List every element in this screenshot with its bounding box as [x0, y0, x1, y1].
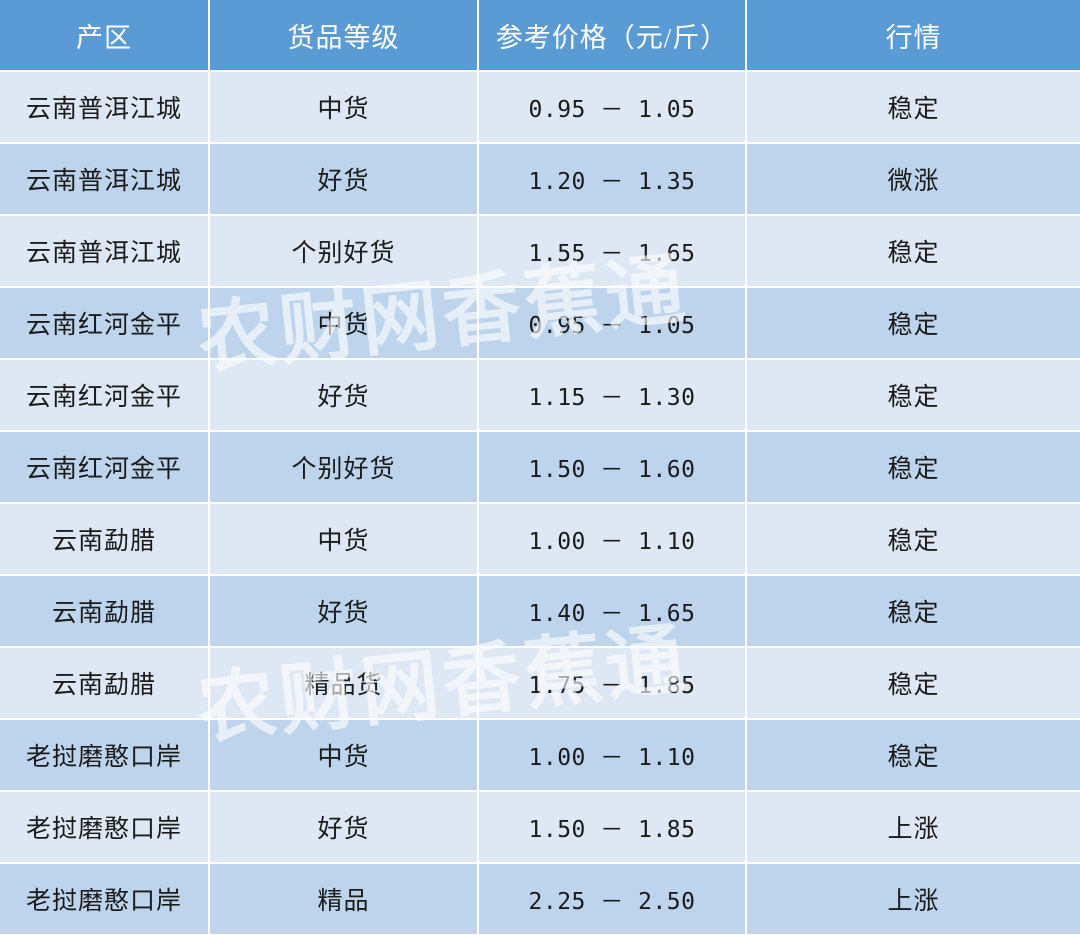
cell-region: 老挝磨憨口岸 [0, 719, 210, 792]
cell-grade: 中货 [209, 503, 479, 576]
table-row: 老挝磨憨口岸 好货 1.50 － 1.85 上涨 [0, 791, 1080, 864]
cell-grade: 中货 [209, 287, 479, 360]
cell-price: 1.00 － 1.10 [478, 503, 747, 576]
cell-grade: 好货 [209, 359, 479, 432]
cell-trend: 稳定 [746, 647, 1080, 720]
cell-region: 云南红河金平 [0, 287, 210, 360]
cell-trend: 上涨 [746, 791, 1080, 864]
cell-trend: 稳定 [746, 503, 1080, 576]
cell-region: 云南红河金平 [0, 431, 210, 504]
cell-trend: 稳定 [746, 359, 1080, 432]
table-row: 云南勐腊 精品货 1.75 － 1.85 稳定 [0, 647, 1080, 720]
cell-grade: 好货 [209, 575, 479, 648]
table-header-row: 产区 货品等级 参考价格（元/斤） 行情 [0, 0, 1080, 72]
table-row: 云南红河金平 个别好货 1.50 － 1.60 稳定 [0, 431, 1080, 504]
column-header-region: 产区 [0, 0, 210, 72]
cell-trend: 稳定 [746, 287, 1080, 360]
table-body: 云南普洱江城 中货 0.95 － 1.05 稳定 云南普洱江城 好货 1.20 … [0, 71, 1080, 935]
table-header: 产区 货品等级 参考价格（元/斤） 行情 [0, 0, 1080, 72]
cell-trend: 上涨 [746, 863, 1080, 935]
cell-price: 1.20 － 1.35 [478, 143, 747, 216]
cell-price: 0.95 － 1.05 [478, 287, 747, 360]
cell-region: 云南勐腊 [0, 575, 210, 648]
cell-price: 1.00 － 1.10 [478, 719, 747, 792]
cell-price: 1.40 － 1.65 [478, 575, 747, 648]
column-header-price: 参考价格（元/斤） [478, 0, 747, 72]
cell-price: 1.75 － 1.85 [478, 647, 747, 720]
cell-region: 老挝磨憨口岸 [0, 791, 210, 864]
table-row: 云南普洱江城 中货 0.95 － 1.05 稳定 [0, 71, 1080, 144]
table-row: 云南普洱江城 好货 1.20 － 1.35 微涨 [0, 143, 1080, 216]
table-row: 云南勐腊 中货 1.00 － 1.10 稳定 [0, 503, 1080, 576]
cell-price: 1.50 － 1.60 [478, 431, 747, 504]
cell-trend: 稳定 [746, 215, 1080, 288]
cell-trend: 微涨 [746, 143, 1080, 216]
cell-trend: 稳定 [746, 431, 1080, 504]
column-header-grade: 货品等级 [209, 0, 479, 72]
cell-price: 1.50 － 1.85 [478, 791, 747, 864]
cell-grade: 中货 [209, 719, 479, 792]
table-row: 云南红河金平 中货 0.95 － 1.05 稳定 [0, 287, 1080, 360]
cell-region: 云南勐腊 [0, 503, 210, 576]
cell-grade: 精品货 [209, 647, 479, 720]
table-row: 老挝磨憨口岸 精品 2.25 － 2.50 上涨 [0, 863, 1080, 935]
cell-price: 0.95 － 1.05 [478, 71, 747, 144]
cell-grade: 好货 [209, 143, 479, 216]
cell-region: 云南普洱江城 [0, 215, 210, 288]
cell-grade: 好货 [209, 791, 479, 864]
cell-grade: 个别好货 [209, 215, 479, 288]
cell-grade: 个别好货 [209, 431, 479, 504]
cell-trend: 稳定 [746, 71, 1080, 144]
cell-region: 云南红河金平 [0, 359, 210, 432]
cell-trend: 稳定 [746, 575, 1080, 648]
cell-region: 云南普洱江城 [0, 71, 210, 144]
cell-trend: 稳定 [746, 719, 1080, 792]
table-row: 老挝磨憨口岸 中货 1.00 － 1.10 稳定 [0, 719, 1080, 792]
table-row: 云南普洱江城 个别好货 1.55 － 1.65 稳定 [0, 215, 1080, 288]
table-row: 云南勐腊 好货 1.40 － 1.65 稳定 [0, 575, 1080, 648]
cell-region: 老挝磨憨口岸 [0, 863, 210, 935]
cell-region: 云南勐腊 [0, 647, 210, 720]
cell-region: 云南普洱江城 [0, 143, 210, 216]
cell-grade: 中货 [209, 71, 479, 144]
cell-price: 1.55 － 1.65 [478, 215, 747, 288]
table-row: 云南红河金平 好货 1.15 － 1.30 稳定 [0, 359, 1080, 432]
cell-price: 1.15 － 1.30 [478, 359, 747, 432]
cell-price: 2.25 － 2.50 [478, 863, 747, 935]
column-header-trend: 行情 [746, 0, 1080, 72]
cell-grade: 精品 [209, 863, 479, 935]
